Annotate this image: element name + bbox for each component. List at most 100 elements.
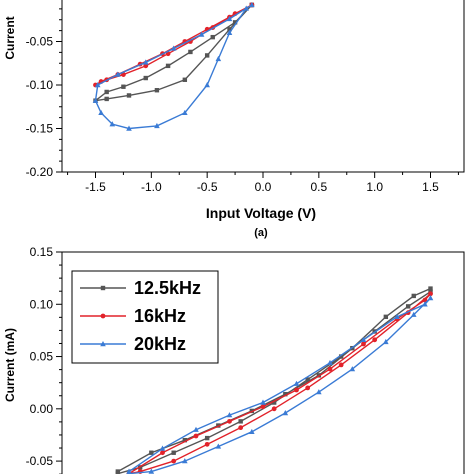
- data-point-16kHz: [238, 425, 244, 431]
- data-point-16kHz: [422, 297, 428, 303]
- series-line-20kHz: [94, 4, 253, 130]
- x-tick-label: 1.0: [366, 180, 383, 194]
- legend-box: [71, 270, 219, 364]
- x-axis-label: Input Voltage (V): [206, 205, 316, 221]
- y-axis-label: Current: [3, 16, 17, 59]
- data-point-12.5kHz: [188, 49, 193, 55]
- data-point-20kHz: [226, 412, 233, 418]
- y-tick-label: 0.15: [30, 245, 54, 259]
- data-point-20kHz: [182, 458, 188, 464]
- data-point-12.5kHz: [305, 377, 310, 382]
- data-point-20kHz: [215, 443, 222, 449]
- x-tick-label: -0.5: [197, 180, 218, 194]
- y-tick-label: -0.10: [26, 78, 54, 92]
- data-point-12.5kHz: [204, 435, 210, 441]
- data-point-20kHz: [249, 428, 255, 435]
- x-tick-label: 0.5: [310, 180, 327, 194]
- data-point-16kHz: [361, 341, 366, 347]
- series-group-a: [92, 1, 255, 131]
- data-point-16kHz: [260, 404, 266, 410]
- y-axis-label: Current (mA): [3, 328, 17, 402]
- data-point-20kHz: [159, 445, 166, 451]
- data-point-20kHz: [148, 468, 155, 474]
- data-point-12.5kHz: [171, 450, 176, 455]
- data-point-12.5kHz: [238, 419, 243, 424]
- data-point-12.5kHz: [143, 75, 148, 81]
- data-point-20kHz: [349, 366, 356, 372]
- data-point-20kHz: [142, 59, 149, 65]
- data-point-12.5kHz: [154, 88, 160, 93]
- data-point-16kHz: [428, 291, 433, 297]
- data-point-20kHz: [394, 313, 400, 320]
- data-point-16kHz: [160, 450, 165, 456]
- data-point-16kHz: [193, 433, 199, 439]
- data-point-12.5kHz: [232, 20, 238, 25]
- data-point-20kHz: [154, 122, 160, 129]
- data-point-20kHz: [226, 29, 233, 35]
- legend: 12.5kHz 16kHz 20kHz: [71, 270, 219, 364]
- data-point-20kHz: [410, 311, 417, 317]
- data-point-20kHz: [293, 380, 300, 386]
- data-point-12.5kHz: [210, 34, 215, 40]
- data-point-16kHz: [227, 418, 232, 424]
- data-point-20kHz: [422, 301, 428, 307]
- x-tick-label: -1.0: [141, 180, 162, 194]
- data-point-12.5kHz: [104, 96, 109, 102]
- data-point-16kHz: [305, 385, 311, 391]
- data-point-12.5kHz: [227, 27, 232, 32]
- y-tick-label: -0.20: [26, 165, 54, 179]
- data-point-20kHz: [126, 125, 132, 131]
- legend-marker-12.5kHz: [100, 285, 106, 291]
- legend-marker-20kHz: [100, 341, 106, 347]
- data-point-12.5kHz: [121, 84, 126, 89]
- data-point-12.5kHz: [165, 63, 171, 69]
- data-point-20kHz: [98, 109, 104, 116]
- panel-label-a: (a): [254, 227, 268, 239]
- data-point-12.5kHz: [271, 400, 277, 405]
- data-point-20kHz: [182, 109, 188, 116]
- data-point-20kHz: [427, 295, 434, 301]
- data-point-12.5kHz: [115, 471, 121, 474]
- data-point-16kHz: [171, 458, 177, 464]
- data-point-20kHz: [383, 338, 389, 345]
- y-tick-label: 0.00: [30, 402, 54, 416]
- data-point-20kHz: [243, 5, 250, 11]
- plot-area-b: [61, 251, 465, 474]
- data-point-12.5kHz: [383, 314, 389, 320]
- data-point-16kHz: [372, 337, 378, 343]
- data-point-20kHz: [109, 121, 116, 127]
- data-point-16kHz: [204, 441, 210, 447]
- data-point-16kHz: [338, 362, 344, 368]
- data-point-12.5kHz: [204, 53, 210, 58]
- data-point-12.5kHz: [126, 93, 132, 98]
- data-point-20kHz: [127, 470, 131, 474]
- data-point-16kHz: [143, 63, 149, 69]
- data-point-20kHz: [215, 55, 222, 62]
- data-point-20kHz: [226, 15, 233, 22]
- y-tick-label: -0.15: [26, 122, 54, 136]
- data-point-20kHz: [282, 410, 289, 416]
- data-point-12.5kHz: [149, 450, 154, 455]
- data-point-16kHz: [327, 366, 333, 372]
- data-point-12.5kHz: [104, 89, 109, 95]
- data-point-20kHz: [170, 45, 177, 51]
- data-point-12.5kHz: [411, 293, 416, 299]
- legend-label: 16kHz: [134, 306, 186, 326]
- data-point-20kHz: [327, 359, 333, 366]
- data-point-12.5kHz: [182, 77, 188, 82]
- data-point-20kHz: [204, 82, 210, 88]
- data-point-20kHz: [198, 31, 205, 37]
- data-point-16kHz: [271, 406, 277, 412]
- data-point-20kHz: [260, 399, 266, 405]
- data-point-12.5kHz: [428, 286, 433, 291]
- data-point-20kHz: [92, 97, 99, 103]
- data-point-20kHz: [94, 82, 101, 88]
- x-tick-label: 0.0: [255, 180, 272, 194]
- data-point-12.5kHz: [182, 437, 188, 443]
- data-point-20kHz: [115, 71, 121, 77]
- x-tick-label: 1.5: [422, 180, 439, 194]
- y-tick-label: -0.05: [26, 454, 54, 468]
- data-point-16kHz: [294, 387, 299, 393]
- data-point-12.5kHz: [338, 354, 344, 359]
